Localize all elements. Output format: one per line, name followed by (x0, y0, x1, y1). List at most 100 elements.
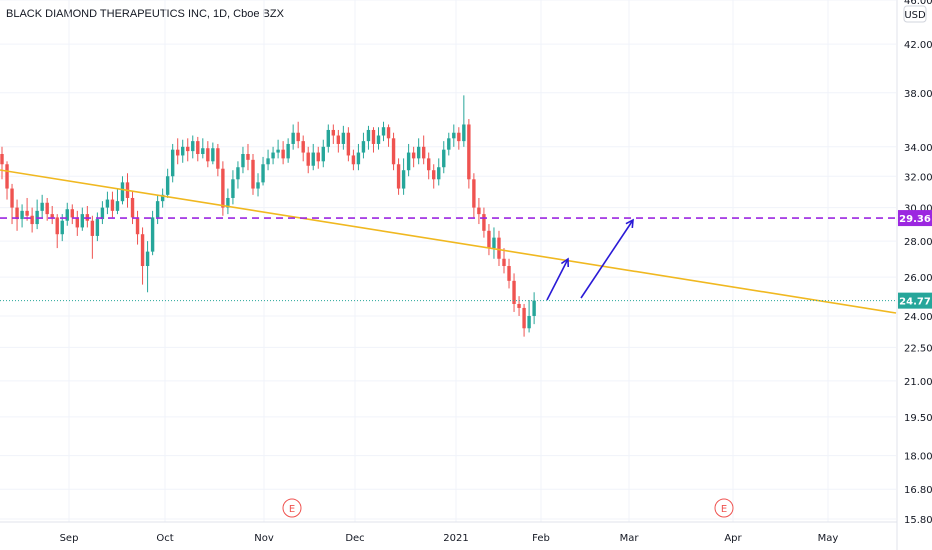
candle-body (261, 164, 265, 183)
candle-body (95, 219, 100, 236)
candle (311, 143, 315, 171)
candle (512, 273, 516, 312)
arrow-head (560, 257, 570, 268)
candle (281, 141, 285, 165)
candle (50, 205, 54, 225)
candle-body (477, 207, 481, 215)
candle (331, 124, 336, 144)
y-tick-label: 15.80 (904, 515, 932, 526)
candle (442, 141, 446, 174)
candle (376, 127, 381, 150)
candle (326, 124, 330, 153)
candle-body (90, 220, 95, 236)
candle (291, 124, 295, 150)
candle-body (331, 129, 336, 136)
candle (286, 138, 290, 163)
candle (452, 124, 456, 147)
candle (55, 214, 59, 249)
x-tick-label: Sep (60, 533, 79, 544)
candle-body (492, 237, 496, 249)
candle (366, 125, 371, 150)
last-price-label: 24.77 (899, 297, 931, 308)
candle-body (532, 300, 536, 316)
candle (135, 210, 140, 245)
trend-line (0, 169, 897, 314)
candle (432, 164, 436, 189)
candle (391, 132, 396, 171)
candle-body (487, 230, 491, 249)
x-tick-label: Oct (156, 533, 173, 544)
chart-title: BLACK DIAMOND THERAPEUTICS INC, 1D, Cboe… (6, 8, 284, 20)
candle (246, 143, 250, 171)
candle-body (527, 315, 531, 329)
candle-body (416, 146, 421, 159)
candle-body (140, 234, 145, 267)
candle-body (191, 141, 195, 152)
candle (201, 138, 205, 159)
candle-body (176, 149, 180, 156)
candle-body (10, 188, 14, 208)
currency-label: USD (904, 10, 926, 21)
candle (301, 135, 305, 162)
candle (70, 204, 74, 225)
candle (216, 143, 220, 177)
candle-body (246, 154, 250, 160)
x-axis: Sep Oct Nov Dec 2021 Feb Mar Apr May (0, 521, 897, 544)
candle-body (110, 199, 115, 211)
x-tick-label: Feb (532, 533, 550, 544)
candle-body (296, 132, 300, 142)
candle (462, 95, 466, 147)
earnings-marker[interactable]: E (714, 498, 734, 518)
candle (346, 127, 351, 162)
candle (296, 121, 300, 149)
arrow-long (580, 218, 634, 299)
candle-body (50, 214, 54, 218)
candle-body (517, 303, 521, 308)
earnings-circle (714, 498, 734, 518)
candle (416, 138, 421, 165)
arrow-shaft (546, 258, 569, 301)
earnings-marker[interactable]: E (282, 498, 302, 518)
candle (231, 170, 235, 205)
candle-body (165, 176, 170, 195)
candle (65, 202, 69, 226)
candle (447, 132, 451, 156)
y-tick-label: 19.50 (904, 413, 932, 424)
candle-body (271, 152, 275, 159)
y-tick-label: 24.00 (904, 312, 932, 323)
candle (532, 292, 536, 325)
candle-body (371, 129, 376, 144)
candle-body (55, 217, 59, 235)
candle (100, 201, 105, 225)
candle (502, 248, 506, 274)
candle (45, 197, 49, 221)
candle-body (522, 307, 526, 329)
candle (145, 241, 150, 293)
candle (396, 158, 401, 195)
candle-body (276, 149, 280, 153)
candle (306, 146, 310, 174)
level-price-label: 29.36 (899, 214, 931, 225)
candle (170, 143, 175, 183)
candle (276, 139, 280, 159)
candle-body (211, 148, 215, 162)
candle (381, 121, 386, 142)
candle (371, 127, 376, 153)
y-tick-label: 22.50 (904, 343, 932, 354)
grid-lines (0, 0, 896, 522)
candle-body (421, 146, 426, 159)
candle-body (346, 132, 351, 156)
candle-body (341, 132, 346, 144)
candle-body (226, 197, 230, 208)
candle (351, 149, 356, 171)
candle (30, 207, 34, 233)
earnings-label: E (721, 504, 727, 515)
y-tick-label: 46.00 (904, 0, 932, 7)
candle-body (462, 124, 466, 142)
candle-body (427, 158, 431, 171)
candle-body (196, 141, 200, 155)
candle (316, 146, 320, 169)
candle (241, 146, 245, 174)
candle-body (391, 138, 396, 165)
